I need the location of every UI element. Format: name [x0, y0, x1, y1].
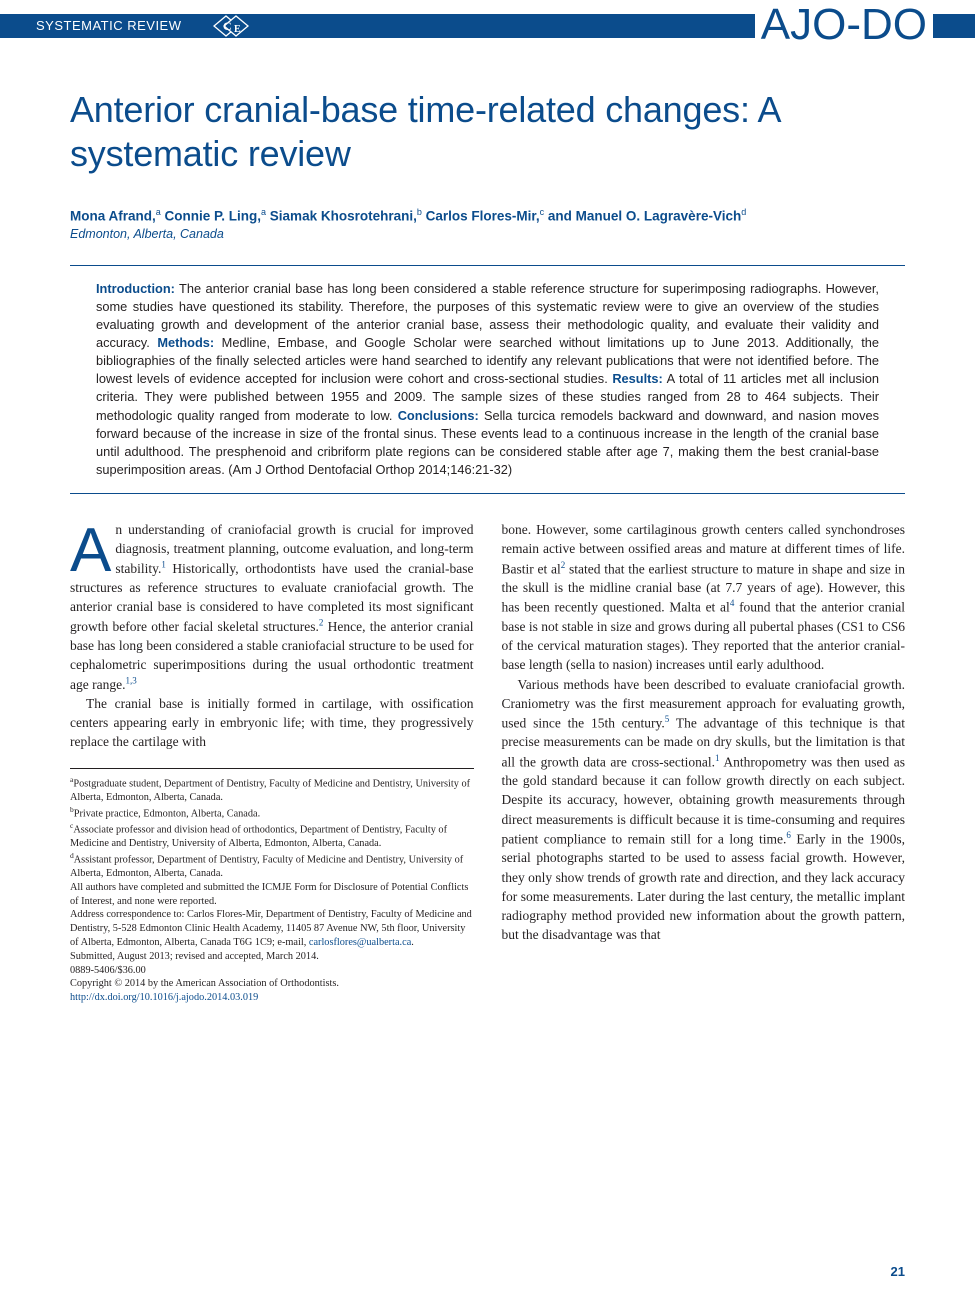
section-label: SYSTEMATIC REVIEW — [36, 18, 182, 33]
body-p1-text: n understanding of craniofacial growth i… — [70, 522, 474, 692]
header-bar: SYSTEMATIC REVIEW C E AJO-DO — [0, 0, 975, 52]
dropcap: A — [70, 520, 115, 577]
page-content: Anterior cranial-base time-related chang… — [0, 52, 975, 1005]
svg-text:E: E — [234, 24, 241, 35]
authors-line: Mona Afrand,a Connie P. Ling,a Siamak Kh… — [70, 206, 905, 226]
body-p1: An understanding of craniofacial growth … — [70, 520, 474, 694]
abstract-box: Introduction: The anterior cranial base … — [70, 265, 905, 495]
abstract-text: Introduction: The anterior cranial base … — [96, 280, 879, 480]
body-r1: bone. However, some cartilaginous growth… — [502, 520, 906, 674]
ce-badge-icon: C E — [196, 6, 266, 46]
page-number: 21 — [891, 1264, 905, 1279]
article-title: Anterior cranial-base time-related chang… — [70, 88, 905, 176]
journal-logo: AJO-DO — [755, 0, 933, 50]
body-r2: Various methods have been described to e… — [502, 675, 906, 945]
right-column: bone. However, some cartilaginous growth… — [502, 520, 906, 1005]
left-column: An understanding of craniofacial growth … — [70, 520, 474, 1005]
body-columns: An understanding of craniofacial growth … — [70, 520, 905, 1005]
affiliation-city: Edmonton, Alberta, Canada — [70, 227, 905, 241]
svg-text:C: C — [223, 19, 232, 33]
body-p2: The cranial base is initially formed in … — [70, 694, 474, 751]
footnotes-block: aPostgraduate student, Department of Den… — [70, 768, 474, 1005]
